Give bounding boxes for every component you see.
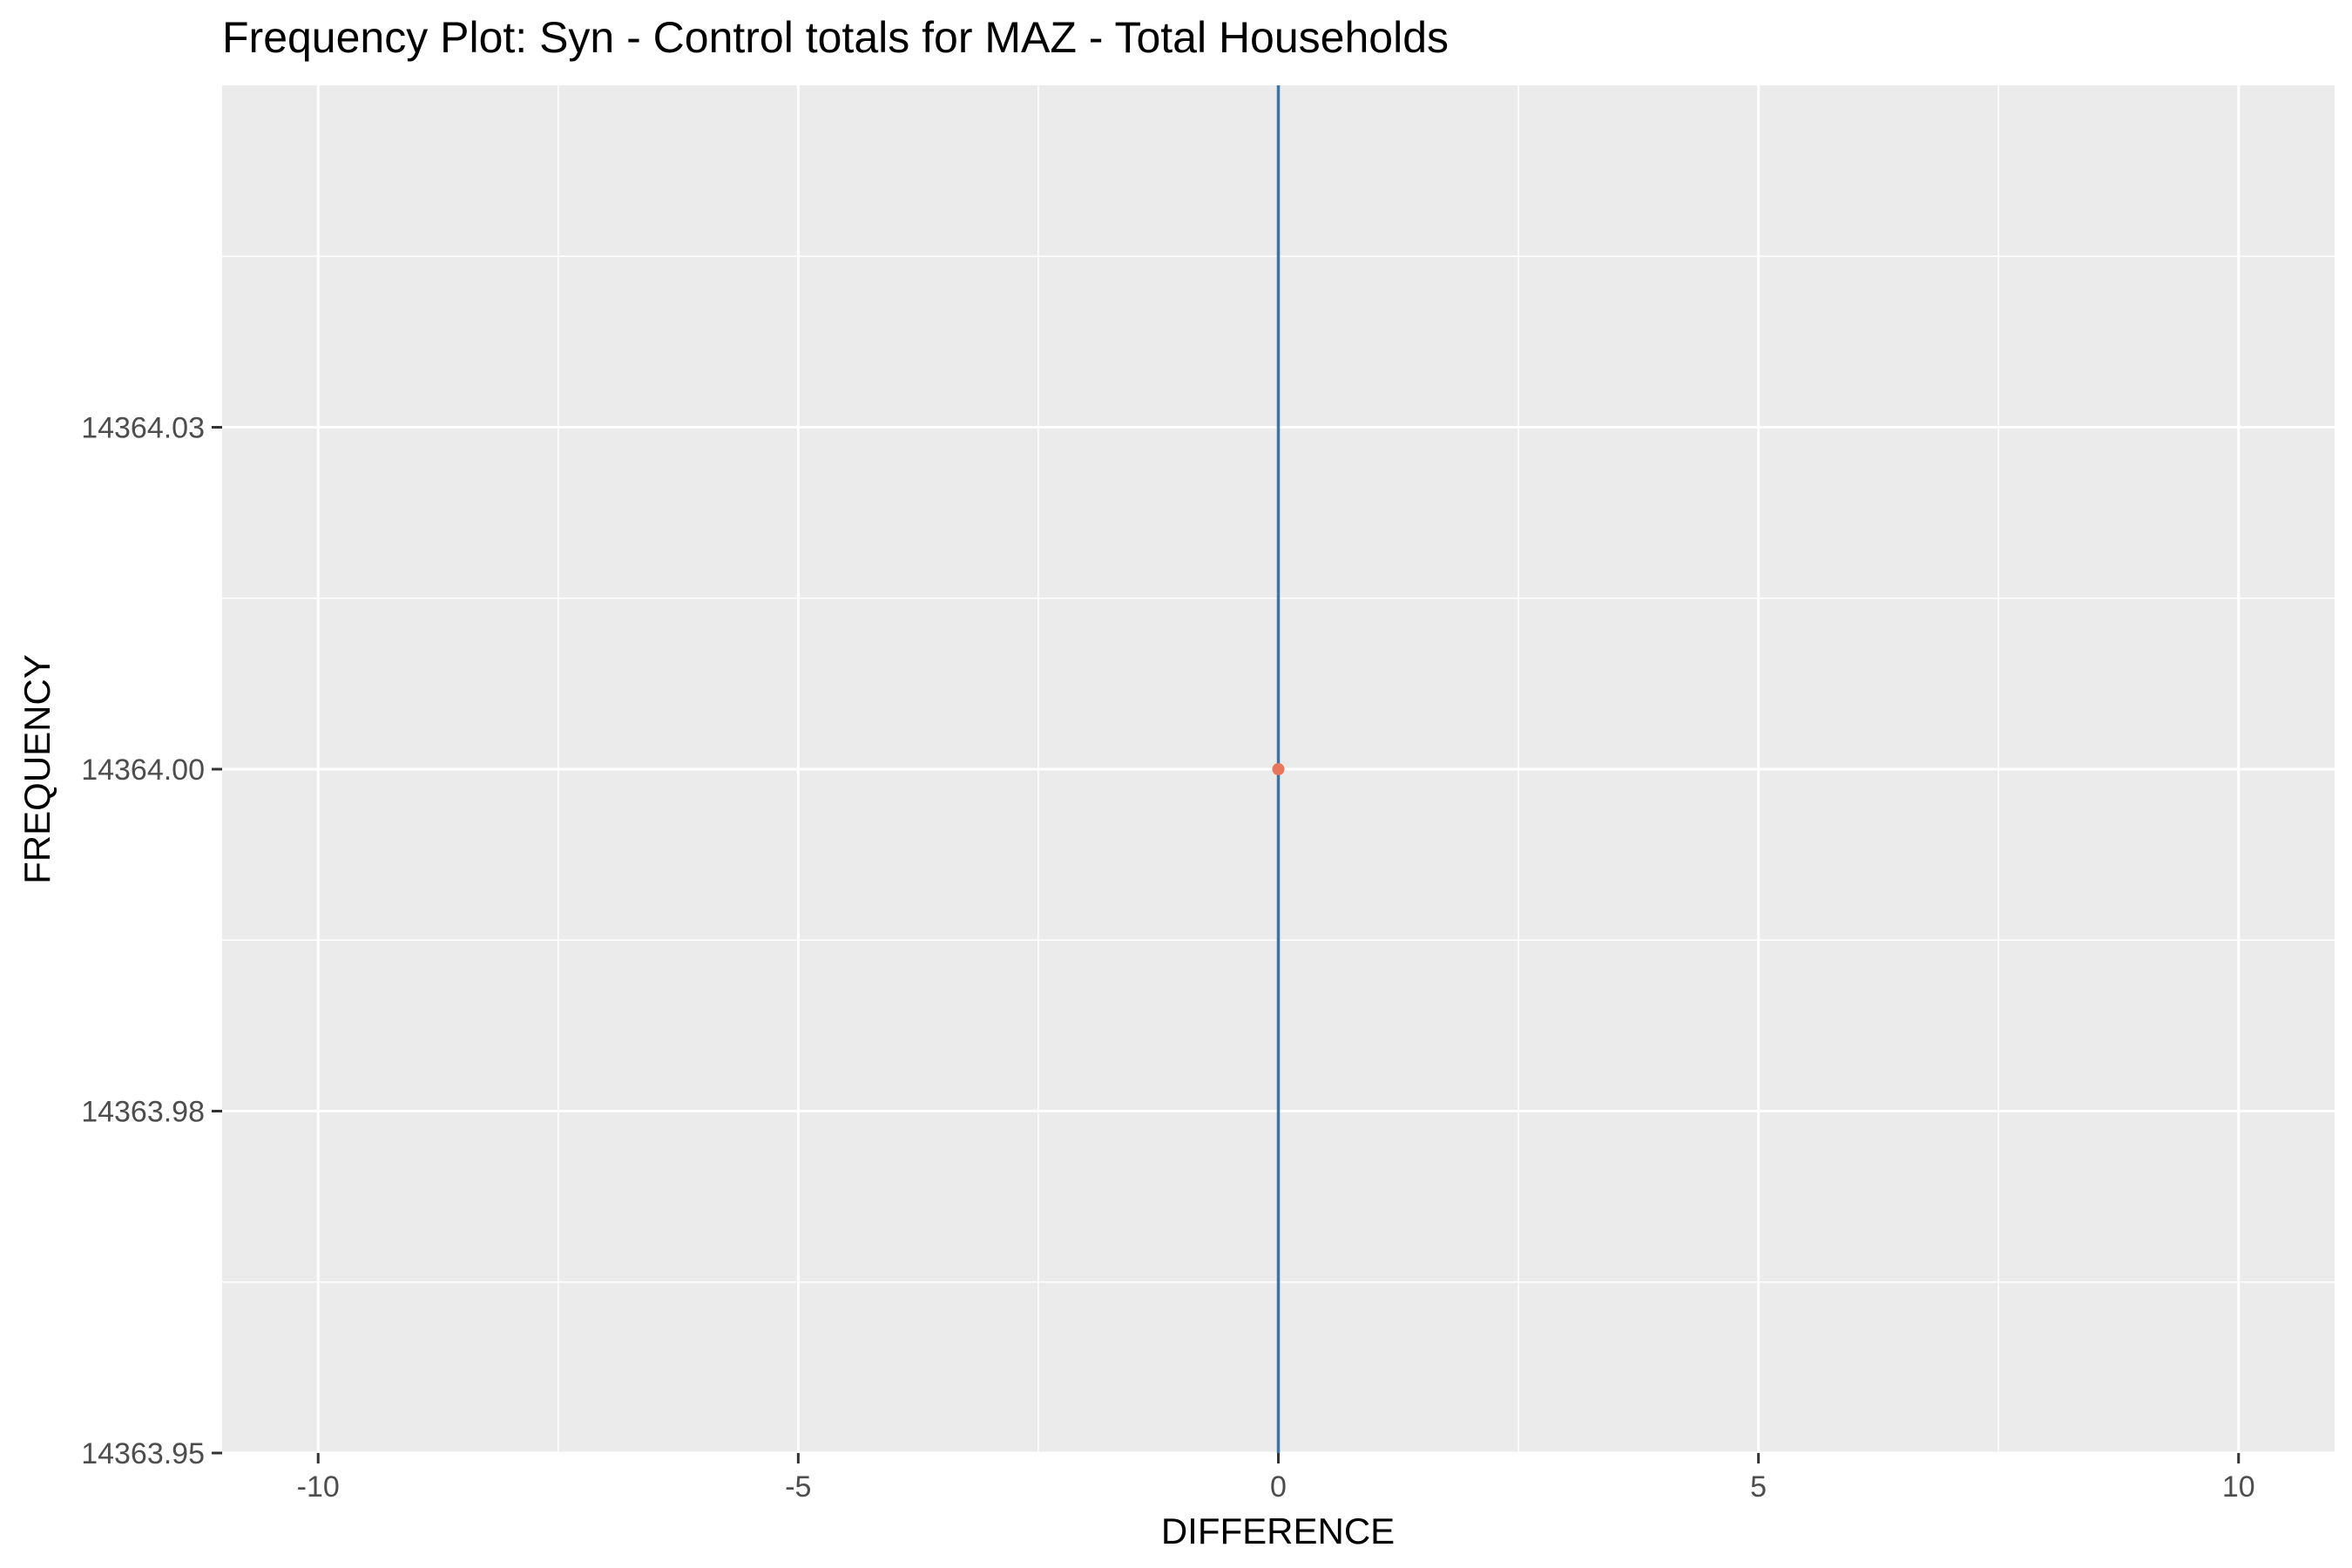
x-tick-label: -5 [785,1470,811,1504]
x-tick-label: -10 [297,1470,340,1504]
y-tick-label: 14363.95 [81,1437,205,1470]
x-axis-title: DIFFERENCE [1161,1511,1395,1551]
y-tick-label: 14363.98 [81,1096,205,1129]
y-axis: 14363.95 14363.98 14364.00 14364.03 [81,412,222,1470]
y-axis-title: FREQUENCY [17,654,57,884]
y-tick-label: 14364.03 [81,412,205,445]
y-tick-label: 14364.00 [81,754,205,787]
data-point [1272,763,1285,775]
x-tick-label: 5 [1750,1470,1767,1504]
x-tick-label: 0 [1270,1470,1287,1504]
x-tick-label: 10 [2222,1470,2255,1504]
x-axis: -10 -5 0 5 10 [297,1453,2255,1504]
chart-title: Frequency Plot: Syn - Control totals for… [222,13,1449,62]
data-points [1272,763,1285,775]
